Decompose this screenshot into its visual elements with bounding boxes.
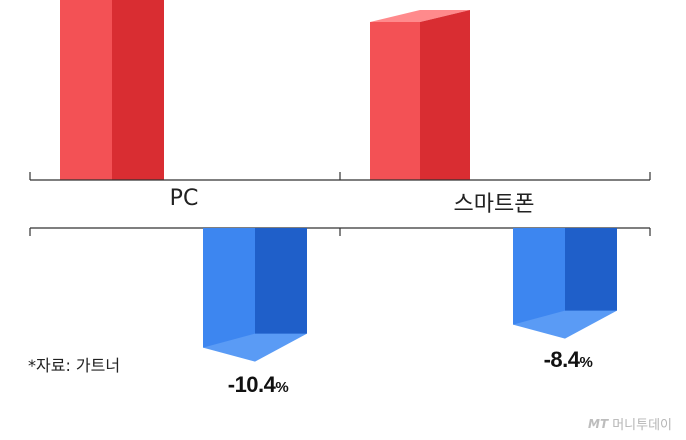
upper-axis	[29, 172, 651, 181]
data-label-pc-unit: %	[275, 379, 289, 396]
data-label-pc: -10.4%	[183, 372, 333, 398]
data-label-pc-value: -10.4	[227, 372, 276, 397]
bar-pc-negative	[203, 228, 307, 362]
data-label-smartphone-unit: %	[579, 354, 593, 371]
source-note: *자료: 가트너	[28, 356, 121, 375]
watermark-logo: MT	[588, 416, 609, 431]
watermark: MT 머니투데이	[588, 414, 672, 434]
watermark-brand: 머니투데이	[612, 418, 672, 433]
category-label-pc: PC	[169, 186, 199, 211]
bar-smartphone-positive	[370, 10, 470, 180]
bar-smartphone-negative	[513, 228, 617, 339]
bar-pc-positive	[60, 0, 164, 180]
data-label-smartphone-value: -8.4	[543, 347, 580, 372]
negative-bars	[203, 228, 617, 362]
category-label-smartphone: 스마트폰	[453, 192, 535, 217]
data-label-smartphone: -8.4%	[493, 347, 643, 373]
